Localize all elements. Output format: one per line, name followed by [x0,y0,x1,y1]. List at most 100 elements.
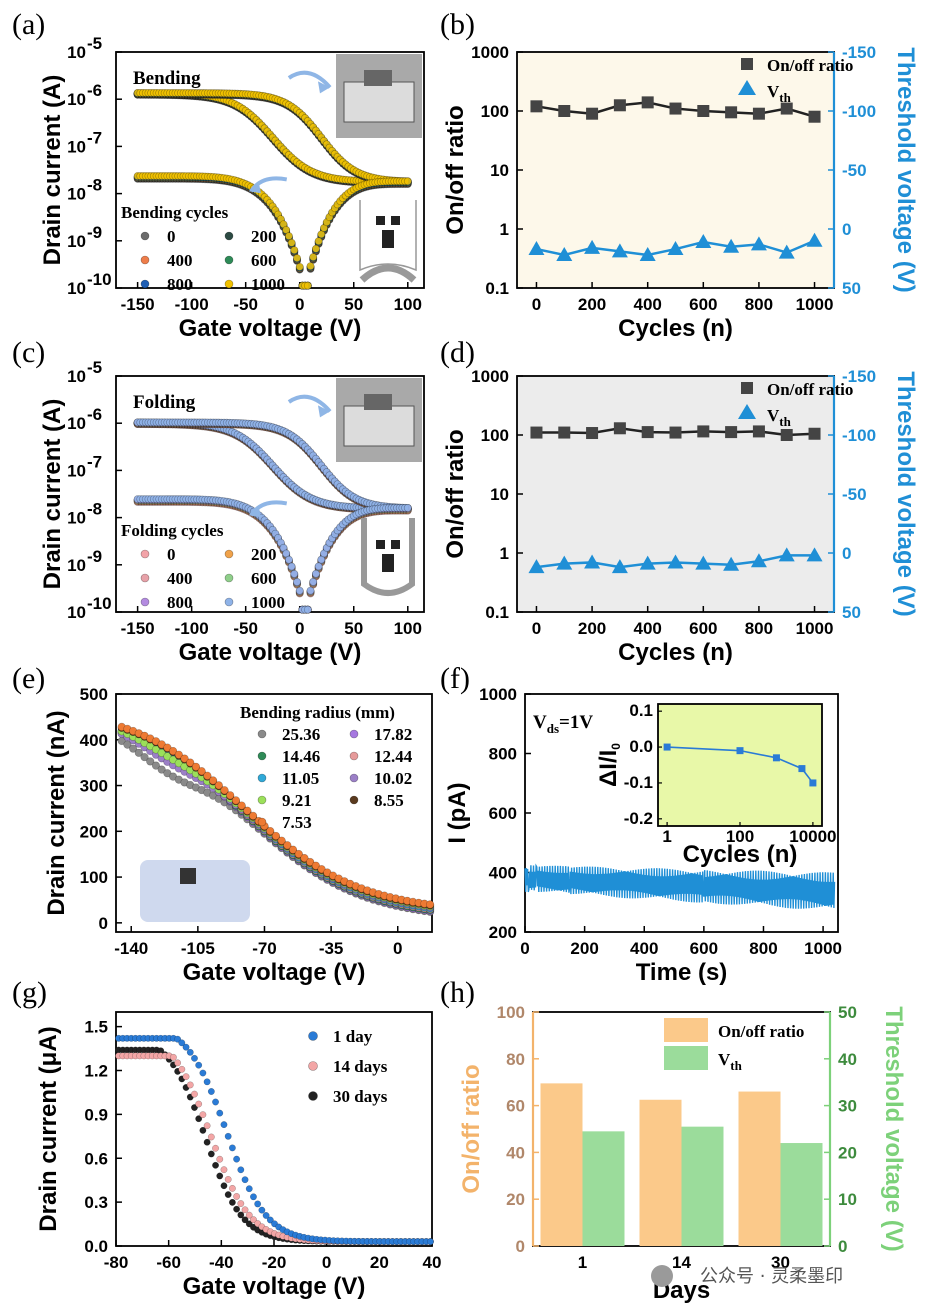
y-tick-label: 60 [506,1097,525,1116]
y-tick-label: 10 [67,43,86,62]
y-tick-label: 10 [67,461,86,480]
data-point [199,1069,207,1077]
legend-marker [224,549,234,559]
x-tick-label: 1 [578,1253,587,1272]
x-axis-title: Gate voltage (V) [179,639,362,666]
legend-marker [140,549,150,559]
bar-vth [780,1143,823,1246]
y-tick-label: 500 [80,685,108,704]
y2-tick-label: 10 [838,1190,857,1209]
y2-tick-label: 0 [838,1237,847,1256]
y-tick-label: 100 [497,1003,525,1022]
data-point [295,262,304,271]
legend-marker [140,597,150,607]
y-tick-label: 800 [489,745,517,764]
legend-title: Folding cycles [121,521,224,540]
data-point [245,1185,253,1193]
legend-label: 25.36 [282,725,320,744]
vds-annotation: Vds=1V [533,712,593,736]
legend-marker [140,231,150,241]
data-point [254,1200,262,1208]
x-tick-label: 100 [394,619,422,638]
inset-data-point [736,747,744,755]
legend-label: 400 [167,251,193,270]
y-tick-label: 10 [67,414,86,433]
legend-marker [257,817,267,827]
data-point-onoff [725,106,738,119]
y-tick-label: 10 [67,279,86,298]
data-point [314,237,323,246]
inset-y-tick-label: 0.0 [629,737,653,756]
data-point-onoff [641,426,654,439]
y2-tick-label: -50 [842,485,867,504]
inset-data-point [809,779,817,787]
legend-marker [349,795,359,805]
legend-marker [257,751,267,761]
electrode-gate [382,554,394,572]
y-tick-label: 10 [67,556,86,575]
data-point-onoff [725,426,738,439]
y-tick-label: 0 [516,1237,525,1256]
data-point [309,253,318,261]
legend-title: Bending radius (mm) [240,703,395,722]
y-tick-label: 1.2 [84,1062,108,1081]
legend-marker-onoff [741,382,753,394]
x-tick-label: 0 [393,939,402,958]
y-axis-title: Drain current (nA) [43,710,70,915]
data-point [403,177,412,186]
data-point [233,1205,241,1213]
x-tick-label: 600 [690,939,718,958]
y-tick-label: 10 [67,90,86,109]
y2-tick-label: 20 [838,1143,857,1162]
data-point [228,1198,236,1206]
data-point [303,605,312,614]
data-point [216,1155,224,1163]
data-point-onoff [752,425,765,438]
x-axis-title: Gate voltage (V) [183,1273,366,1300]
data-point [169,1053,177,1061]
y-axis-title: Drain current (A) [39,75,66,266]
y-tick-label: 1000 [471,43,509,62]
data-point [203,1122,211,1130]
data-point-onoff [808,110,821,123]
data-point [403,503,412,512]
legend-label: 9.21 [282,791,312,810]
data-point-onoff [697,105,710,117]
panel-label: (f) [440,662,470,695]
y-tick-exponent: -9 [87,547,102,566]
y-axis-title: On/off ratio [458,1064,485,1193]
y2-tick-label: 50 [842,603,861,622]
data-point-onoff [669,102,682,115]
legend-label-onoff: On/off ratio [767,56,853,75]
legend-label: 17.82 [374,725,412,744]
legend-label-onoff: On/off ratio [718,1022,804,1041]
legend-label: 200 [251,227,277,246]
x-tick-label: 0 [295,619,304,638]
y-tick-label: 0.9 [84,1105,108,1124]
watermark-logo [651,1265,673,1287]
data-point [306,262,315,271]
photo-stage [343,81,415,123]
legend-label: 10.02 [374,769,412,788]
x-tick-label: 800 [745,295,773,314]
legend-marker [349,751,359,761]
data-point [186,1081,194,1089]
x-tick-label: 200 [570,939,598,958]
legend-marker [140,255,150,265]
x-tick-label: 800 [749,939,777,958]
data-point-onoff [586,427,599,440]
data-point [178,1065,186,1073]
y-tick-label: 400 [489,864,517,883]
legend-label: 600 [251,569,277,588]
data-point [216,1109,224,1117]
legend-marker [349,773,359,783]
y2-tick-label: -100 [842,102,876,121]
data-point [285,232,293,240]
data-point-onoff [752,107,765,120]
y-axis-title: On/off ratio [442,105,469,234]
data-point [258,1206,266,1214]
x-tick-label: -50 [233,619,258,638]
data-point [199,1111,207,1119]
legend-label: 30 days [333,1087,388,1106]
panel-label: (g) [12,976,47,1009]
